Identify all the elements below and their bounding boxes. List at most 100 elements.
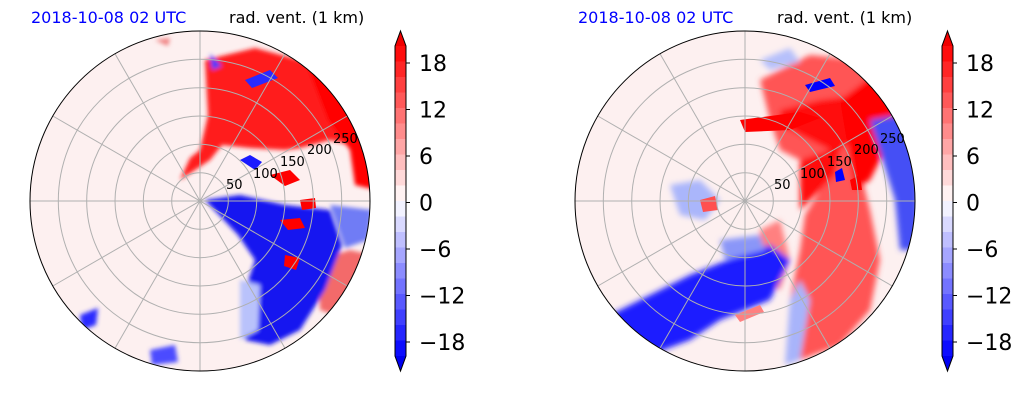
colorbar-swatch [395, 201, 406, 217]
left-ring-label-250: 250 [333, 132, 358, 147]
colorbar-swatch [395, 139, 406, 155]
colorbar-swatch [395, 325, 406, 341]
left-speckle [80, 308, 98, 330]
right-colorbar-frame [941, 29, 954, 373]
right-streak [740, 112, 820, 132]
right-blue-east [870, 115, 915, 250]
left-colorbar-frame [394, 29, 407, 373]
right-plot-border [574, 30, 916, 372]
left-colorbar-tick: 18 [419, 52, 447, 77]
left-streak [245, 70, 278, 88]
left-colorbar-tick: 6 [419, 145, 433, 170]
colorbar-swatch [942, 46, 953, 62]
colorbar-swatch [395, 154, 406, 171]
right-polar-grid [575, 31, 915, 371]
right-colorbar-min-arrow [942, 356, 953, 371]
right-blue-speck [760, 48, 800, 70]
colorbar-swatch [395, 294, 406, 310]
left-speckle [150, 345, 178, 365]
left-colorbar-max-arrow [395, 31, 406, 46]
right-blue-band [600, 245, 790, 355]
colorbar-swatch [395, 185, 406, 202]
right-colorbar-tick: 12 [966, 99, 994, 124]
left-colorbar-tick: −6 [419, 238, 451, 263]
left-streak [240, 155, 262, 170]
colorbar-swatch [395, 108, 406, 124]
left-colorbar-tick: −12 [419, 285, 465, 310]
colorbar-swatch [395, 340, 406, 357]
left-ring-label-50: 50 [226, 178, 243, 193]
colorbar-swatch [395, 309, 406, 326]
left-title: rad. vent. (1 km) [229, 8, 364, 27]
colorbar-swatch [395, 170, 406, 186]
left-colorbar-min-arrow [395, 356, 406, 371]
right-colorbar-max-arrow [942, 31, 953, 46]
left-streak [284, 255, 300, 270]
colorbar-swatch [942, 278, 953, 295]
left-colorbar-tick: 12 [419, 99, 447, 124]
colorbar-swatch [395, 216, 406, 233]
right-ring-label-100: 100 [800, 167, 825, 182]
right-ring-label-150: 150 [827, 155, 852, 170]
colorbar-swatch [395, 123, 406, 140]
colorbar-swatch [942, 201, 953, 217]
left-ring-label-150: 150 [280, 155, 305, 170]
colorbar-swatch [942, 325, 953, 341]
right-blue-speck [720, 235, 765, 260]
left-ring-labels: 50 100 150 200 250 [226, 132, 358, 193]
left-ring-label-200: 200 [307, 143, 332, 158]
left-panel: 2018-10-08 02 UTC rad. vent. (1 km) [29, 8, 465, 373]
left-plot-border [29, 30, 371, 372]
colorbar-swatch [942, 263, 953, 279]
colorbar-swatch [395, 92, 406, 109]
colorbar-swatch [942, 294, 953, 310]
colorbar-swatch [942, 170, 953, 186]
colorbar-swatch [942, 309, 953, 326]
colorbar-swatch [942, 61, 953, 78]
colorbar-swatch [942, 247, 953, 264]
right-ring-label-50: 50 [774, 178, 791, 193]
right-streak [805, 78, 835, 92]
right-time-label: 2018-10-08 02 UTC [578, 8, 733, 27]
colorbar-swatch [395, 46, 406, 62]
colorbar-swatch [395, 263, 406, 279]
right-colorbar-tick: −6 [966, 238, 998, 263]
left-speckle [210, 54, 222, 70]
right-streak [850, 175, 862, 190]
left-radial-line [114, 53, 286, 349]
left-polar-grid [30, 31, 370, 371]
colorbar-swatch [395, 61, 406, 78]
left-ring-label-100: 100 [253, 167, 278, 182]
colorbar-swatch [942, 108, 953, 124]
right-panel: 2018-10-08 02 UTC rad. vent. (1 km) [574, 8, 1012, 373]
left-speckle [155, 38, 170, 46]
left-streak [280, 218, 305, 230]
left-colorbar-tick: −18 [419, 331, 465, 356]
right-ring-label-200: 200 [854, 143, 879, 158]
right-colorbar-tick: 0 [966, 192, 980, 217]
right-ring-label-250: 250 [880, 132, 905, 147]
colorbar-swatch [942, 216, 953, 233]
left-blue-region [205, 195, 342, 345]
right-colorbar: 18 12 6 0 −6 −12 −18 [941, 29, 1012, 373]
left-time-label: 2018-10-08 02 UTC [31, 8, 186, 27]
colorbar-swatch [942, 139, 953, 155]
right-colorbar-tick: 18 [966, 52, 994, 77]
right-streak [700, 196, 718, 212]
left-streak [270, 170, 300, 186]
colorbar-swatch [942, 123, 953, 140]
colorbar-swatch [942, 232, 953, 248]
left-colorbar: 18 12 6 0 −6 −12 −18 [394, 29, 465, 373]
right-streak [835, 168, 845, 182]
right-colorbar-tick: −18 [966, 331, 1012, 356]
right-colorbar-tick: 6 [966, 145, 980, 170]
colorbar-swatch [942, 340, 953, 357]
left-blue-halo [240, 280, 260, 340]
colorbar-swatch [942, 92, 953, 109]
colorbar-swatch [395, 232, 406, 248]
colorbar-swatch [942, 154, 953, 171]
left-colorbar-tick: 0 [419, 192, 433, 217]
right-radial-line [659, 53, 831, 349]
right-ring-labels: 50 100 150 200 250 [774, 132, 905, 193]
